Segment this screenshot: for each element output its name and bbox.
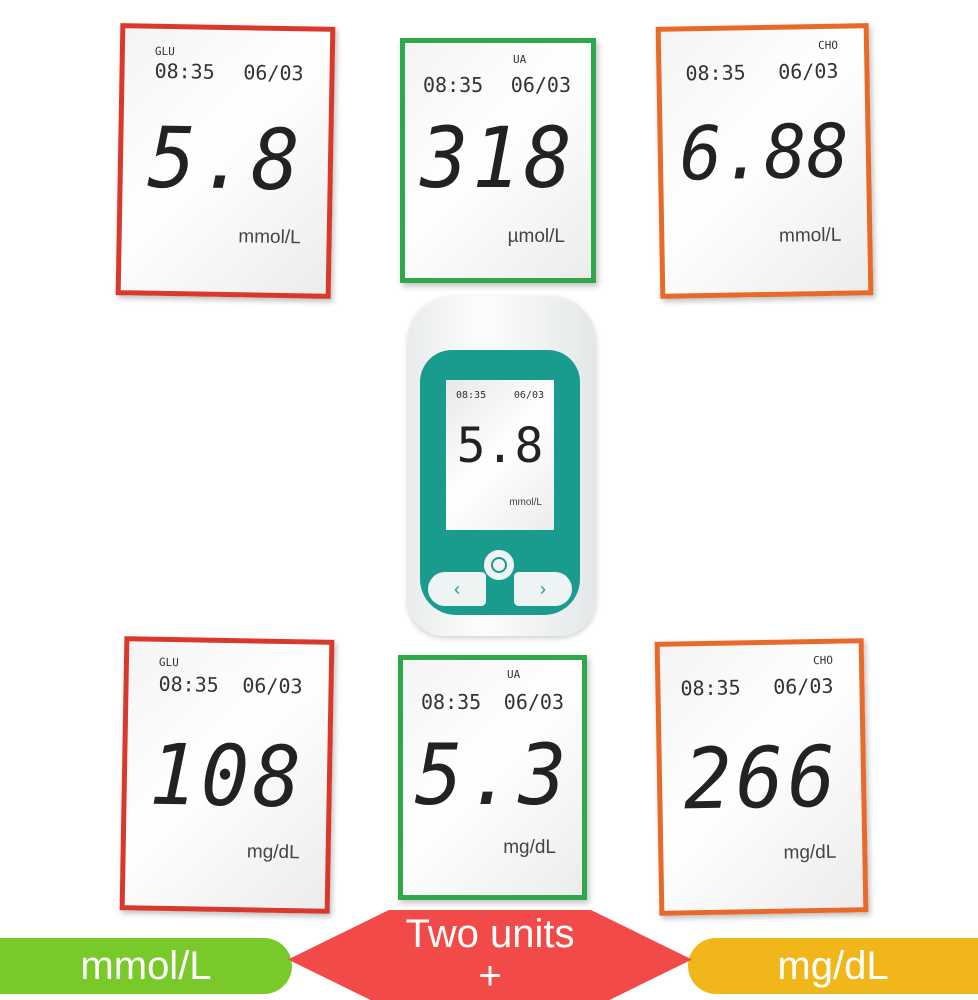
date: 06/03	[778, 58, 839, 84]
test-type-label: GLU	[154, 44, 175, 59]
meter-unit: mmol/L	[509, 497, 542, 508]
test-type-label: CHO	[812, 653, 834, 668]
time: 08:35	[685, 60, 746, 86]
time: 08:35	[680, 675, 741, 701]
date: 06/03	[772, 673, 834, 699]
test-type-label: UA	[513, 53, 527, 66]
date: 06/03	[510, 73, 571, 97]
ua-umol-panel: UA 08:35 06/03 318 µmol/L	[400, 38, 596, 283]
meter-face: 08:35 06/03 5.8 mmol/L ‹ ›	[420, 350, 580, 615]
glucose-meter-device: 08:35 06/03 5.8 mmol/L ‹ ›	[408, 296, 596, 636]
test-type-label: CHO	[818, 38, 839, 53]
test-type-label: GLU	[158, 655, 179, 670]
two-units-banner: Two units +	[288, 910, 692, 1000]
mgdl-banner: mg/dL	[688, 938, 978, 994]
date: 06/03	[242, 673, 303, 699]
ua-mgdl-panel: UA 08:35 06/03 5.3 mg/dL	[398, 655, 587, 900]
date: 06/03	[243, 60, 304, 86]
plus-sign: +	[478, 954, 502, 998]
meter-right-button: ›	[514, 572, 572, 606]
reading-value: 318	[420, 109, 576, 207]
meter-time: 08:35	[456, 390, 487, 401]
meter-ok-button	[484, 550, 514, 580]
meter-date: 06/03	[513, 390, 544, 401]
unit: µmol/L	[507, 226, 565, 247]
date: 06/03	[503, 690, 564, 714]
mmol-banner: mmol/L	[0, 938, 292, 994]
time: 08:35	[154, 58, 215, 84]
time: 08:35	[421, 690, 482, 714]
glu-mmol-panel: GLU 08:35 06/03 5.8 mmol/L	[115, 23, 336, 299]
meter-left-button: ‹	[428, 572, 486, 606]
unit: mmol/L	[238, 226, 301, 249]
reading-value: 5.3	[414, 726, 571, 824]
meter-screen: 08:35 06/03 5.8 mmol/L	[446, 380, 554, 530]
cho-mmol-panel: CHO 08:35 06/03 6.88 mmol/L	[655, 23, 874, 299]
reading-value: 108	[148, 725, 306, 827]
reading-value: 6.88	[678, 108, 850, 198]
chevron-left-icon: ‹	[454, 578, 460, 599]
cho-mgdl-panel: CHO 08:35 06/03 266 mg/dL	[654, 638, 869, 916]
chevron-right-icon: ›	[540, 578, 546, 599]
reading-value: 5.8	[146, 108, 305, 210]
reading-value: 266	[682, 727, 841, 829]
glu-mgdl-panel: GLU 08:35 06/03 108 mg/dL	[119, 636, 335, 914]
test-type-label: UA	[507, 668, 521, 681]
time: 08:35	[158, 671, 220, 697]
unit: mg/dL	[246, 841, 300, 864]
unit: mmol/L	[778, 224, 842, 247]
two-units-text: Two units	[405, 912, 575, 956]
unit: mg/dL	[783, 841, 837, 864]
time: 08:35	[423, 73, 484, 97]
unit: mg/dL	[503, 837, 556, 858]
meter-reading: 5.8	[456, 418, 544, 474]
